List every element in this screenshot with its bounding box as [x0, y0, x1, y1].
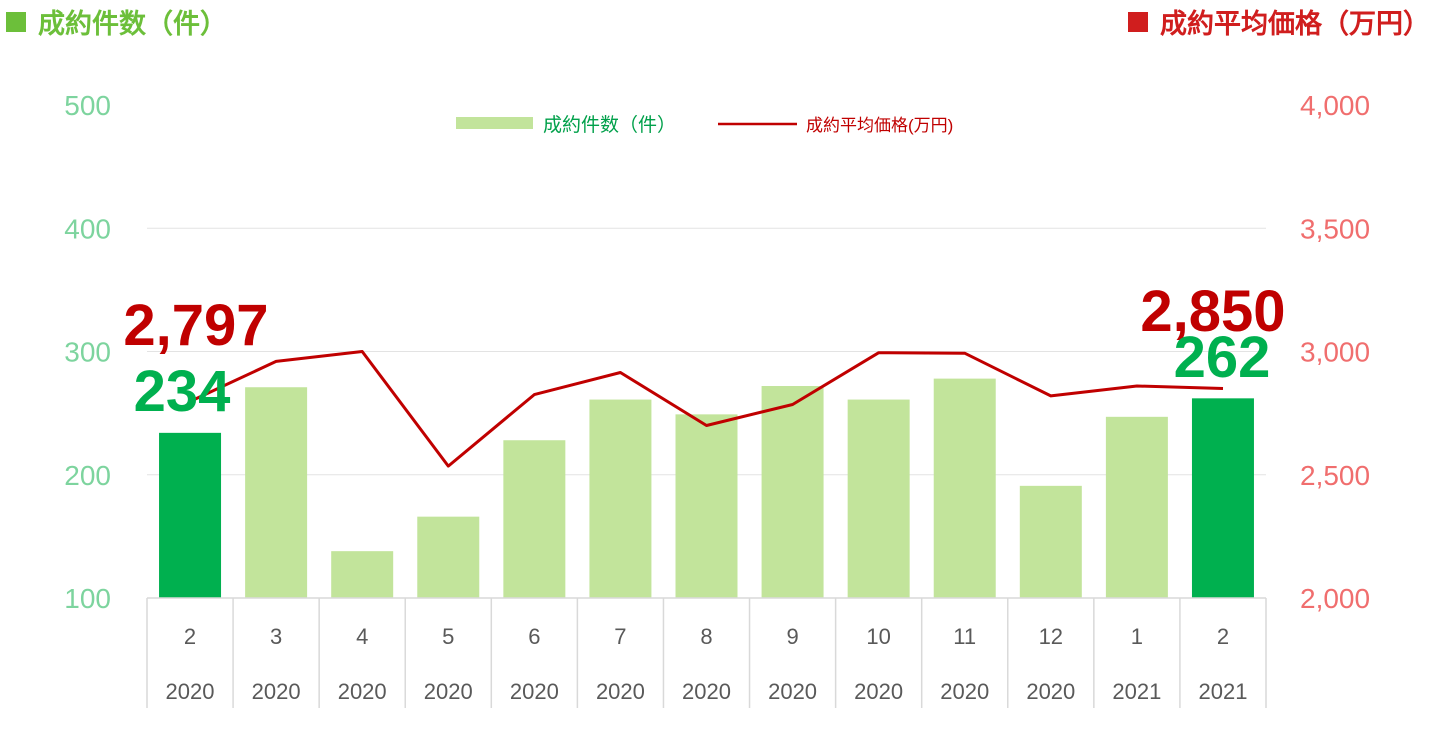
month-label: 12 [1039, 624, 1063, 649]
legend-line-label: 成約平均価格(万円) [806, 116, 953, 135]
red-square-icon [1128, 11, 1148, 32]
bar [761, 386, 824, 598]
line-series [189, 350, 1224, 468]
right-tick-label: 3,000 [1300, 337, 1370, 368]
year-label: 2020 [510, 679, 559, 704]
year-label: 2020 [940, 679, 989, 704]
left-axis-header: 成約件数（件） [6, 2, 227, 41]
month-label: 9 [786, 624, 798, 649]
left-tick-label: 100 [64, 583, 111, 614]
year-label: 2020 [854, 679, 903, 704]
month-label: 8 [700, 624, 712, 649]
month-label: 2 [184, 624, 196, 649]
axes: 100 2,000 200 2,500 300 3,000 400 3,500 500 4,000 [64, 90, 1370, 614]
left-tick-label: 300 [64, 337, 111, 368]
year-label: 2020 [424, 679, 473, 704]
bar [1019, 485, 1082, 598]
right-tick-label: 4,000 [1300, 90, 1370, 121]
category-axis: 2 2020 3 2020 4 2020 5 2020 6 2020 7 2020 8 2020 9 2020… [146, 597, 1267, 708]
year-label: 2020 [1026, 679, 1075, 704]
month-label: 1 [1131, 624, 1143, 649]
bar [933, 378, 996, 598]
left-axis-header-text: 成約件数（件） [38, 9, 227, 40]
legend-bar-swatch [456, 117, 533, 129]
bar [331, 551, 394, 598]
bar [1191, 398, 1254, 598]
last-count-label: 262 [1174, 325, 1271, 390]
year-label: 2020 [682, 679, 731, 704]
month-label: 5 [442, 624, 454, 649]
bar [1105, 416, 1168, 598]
year-label: 2021 [1112, 679, 1161, 704]
month-label: 6 [528, 624, 540, 649]
year-label: 2020 [338, 679, 387, 704]
year-label: 2020 [166, 679, 215, 704]
green-square-icon [6, 11, 26, 32]
month-label: 4 [356, 624, 368, 649]
right-axis-header-text: 成約平均価格（万円） [1160, 9, 1430, 40]
first-count-label: 234 [134, 359, 231, 424]
bar [417, 516, 480, 598]
bar [503, 440, 566, 598]
month-label: 10 [866, 624, 890, 649]
month-label: 7 [614, 624, 626, 649]
right-tick-label: 2,500 [1300, 460, 1370, 491]
price-line [189, 350, 1224, 468]
legend: 成約件数（件） 成約平均価格(万円) [456, 114, 953, 136]
right-tick-label: 3,500 [1300, 213, 1370, 244]
month-label: 11 [953, 624, 976, 649]
left-tick-label: 200 [64, 460, 111, 491]
right-axis-header: 成約平均価格（万円） [1128, 2, 1430, 41]
left-tick-label: 400 [64, 213, 111, 244]
year-label: 2020 [768, 679, 817, 704]
month-label: 3 [270, 624, 282, 649]
bar [675, 414, 738, 598]
left-tick-label: 500 [64, 90, 111, 121]
year-label: 2020 [252, 679, 301, 704]
right-tick-label: 2,000 [1300, 583, 1370, 614]
bar [847, 399, 910, 598]
last-price-label: 2,850 [1140, 279, 1285, 344]
year-label: 2021 [1198, 679, 1247, 704]
bar [245, 387, 308, 598]
year-label: 2020 [596, 679, 645, 704]
bar [589, 399, 652, 598]
first-price-label: 2,797 [123, 293, 268, 358]
month-label: 2 [1217, 624, 1229, 649]
bar-series [159, 378, 1254, 598]
bar [159, 432, 222, 598]
legend-bar-label: 成約件数（件） [543, 114, 676, 136]
